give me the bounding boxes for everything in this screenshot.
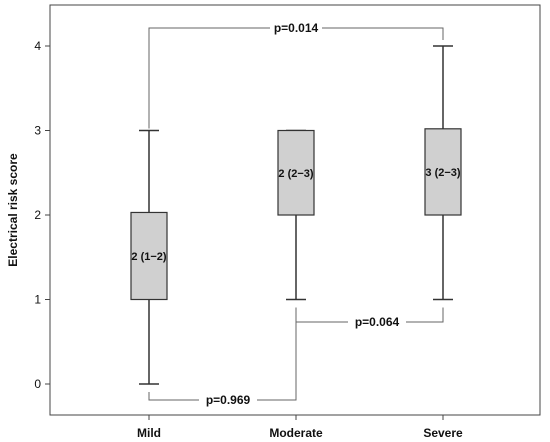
interquartile-box	[130, 211, 168, 301]
x-category-label: Severe	[423, 426, 463, 440]
y-tick-label: 2	[34, 208, 41, 222]
bracket-label-bg	[270, 20, 322, 36]
y-tick-label: 4	[34, 39, 41, 53]
p-value-label: p=0.969	[206, 393, 251, 407]
p-value-label: p=0.014	[274, 21, 319, 35]
box-moderate: 2 (2−3)	[277, 129, 315, 301]
box-median-label: 2 (1−2)	[131, 251, 166, 263]
box-median-label: 2 (2−3)	[278, 168, 313, 180]
y-tick-label: 1	[34, 293, 41, 307]
bracket-label-bg	[199, 392, 257, 408]
box-mild: 2 (1−2)	[130, 129, 168, 385]
bracket-label-bg	[348, 314, 406, 330]
comparison-brackets: p=0.014 p=0.064 p=0.969	[148, 20, 444, 408]
bracket-mild-severe: p=0.014	[148, 20, 444, 129]
box-median-label: 3 (2−3)	[425, 167, 460, 179]
interquartile-box	[424, 128, 462, 216]
boxes: 2 (1−2) 2 (2−3) 3 (2−3)	[130, 45, 462, 385]
x-category-label: Mild	[137, 426, 161, 440]
box-severe: 3 (2−3)	[424, 45, 462, 301]
y-axis-label: Electrical risk score	[6, 153, 20, 267]
y-tick-label: 0	[34, 377, 41, 391]
y-axis: 0 1 2 3 4	[34, 39, 50, 391]
x-category-label: Moderate	[269, 426, 323, 440]
y-tick-label: 3	[34, 124, 41, 138]
x-axis: Mild Moderate Severe	[137, 415, 463, 440]
p-value-label: p=0.064	[355, 315, 400, 329]
interquartile-box	[277, 129, 315, 216]
bracket-mild-moderate: p=0.969	[148, 307, 297, 408]
